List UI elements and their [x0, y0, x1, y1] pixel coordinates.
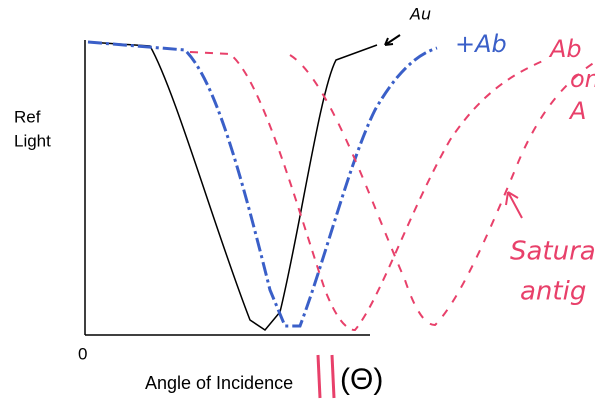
ab-on-ag-label: A: [568, 97, 586, 125]
au-curve: [87, 41, 378, 331]
saturating-curve: [289, 54, 595, 327]
au-label: Au: [409, 5, 431, 24]
ab-label: +Ab: [455, 30, 507, 58]
au-arrow: [384, 34, 401, 46]
marker: [330, 354, 336, 399]
x-origin: 0: [78, 344, 87, 363]
marker: [316, 354, 322, 399]
ab-on-ag-curve: [189, 51, 546, 332]
y-label: Light: [14, 131, 51, 150]
saturating-label: antig: [520, 277, 586, 307]
ab-on-ag-label: Ab: [548, 35, 582, 63]
ab-on-ag-label: on: [570, 65, 595, 93]
saturating-label: Satura: [510, 237, 595, 267]
y-label: Ref: [14, 107, 41, 126]
x-label: Angle of Incidence: [145, 373, 293, 393]
x-symbol: (Θ): [340, 363, 383, 396]
ab-curve: [87, 40, 438, 328]
saturating-arrow: [505, 191, 523, 219]
